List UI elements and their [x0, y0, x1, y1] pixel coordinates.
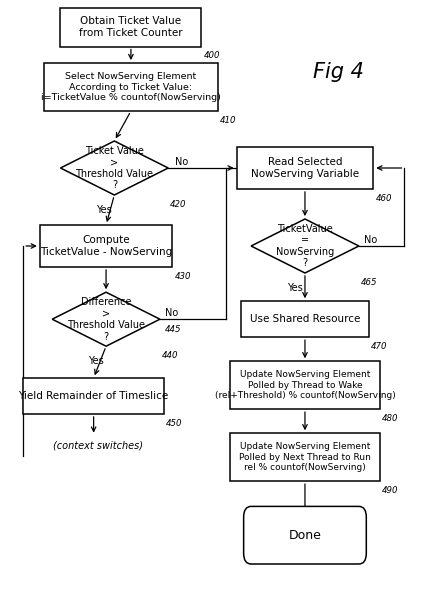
Text: Select NowServing Element
According to Ticket Value:
i=TicketValue % countof(Now: Select NowServing Element According to T…	[41, 72, 221, 102]
Text: No: No	[175, 157, 188, 167]
FancyBboxPatch shape	[23, 378, 164, 414]
FancyBboxPatch shape	[230, 361, 380, 409]
Text: Compute
TicketValue - NowServing: Compute TicketValue - NowServing	[40, 235, 172, 257]
Text: Obtain Ticket Value
from Ticket Counter: Obtain Ticket Value from Ticket Counter	[79, 16, 183, 38]
Text: Done: Done	[288, 529, 321, 542]
Text: Yes: Yes	[88, 356, 104, 366]
FancyBboxPatch shape	[230, 433, 380, 481]
Text: Update NowServing Element
Polled by Next Thread to Run
rel % countof(NowServing): Update NowServing Element Polled by Next…	[239, 442, 371, 472]
Text: Update NowServing Element
Polled by Thread to Wake
(rel+Threshold) % countof(Now: Update NowServing Element Polled by Thre…	[215, 370, 395, 400]
Text: Yes: Yes	[287, 283, 302, 293]
FancyBboxPatch shape	[61, 7, 201, 46]
Text: 445: 445	[165, 325, 181, 335]
Text: 400: 400	[203, 52, 220, 61]
Text: Difference
>
Threshold Value
?: Difference > Threshold Value ?	[67, 297, 145, 341]
FancyBboxPatch shape	[237, 147, 373, 189]
Text: TicketValue
=
NowServing
?: TicketValue = NowServing ?	[276, 224, 334, 268]
FancyBboxPatch shape	[244, 506, 366, 564]
FancyBboxPatch shape	[44, 63, 218, 111]
Polygon shape	[251, 219, 359, 273]
Text: Fig 4: Fig 4	[313, 62, 364, 82]
Text: Use Shared Resource: Use Shared Resource	[250, 314, 360, 324]
Text: No: No	[165, 308, 178, 318]
Text: (context switches): (context switches)	[53, 440, 143, 450]
Text: 430: 430	[174, 272, 191, 281]
Text: 440: 440	[162, 351, 179, 360]
Text: 490: 490	[381, 486, 398, 495]
Text: Yes: Yes	[96, 205, 112, 215]
Polygon shape	[61, 141, 168, 195]
Text: 410: 410	[220, 116, 237, 125]
Text: 480: 480	[381, 414, 398, 423]
Text: 450: 450	[166, 419, 183, 428]
Text: 460: 460	[376, 194, 392, 203]
Text: No: No	[364, 235, 377, 245]
FancyBboxPatch shape	[241, 301, 369, 337]
Text: Ticket Value
>
Threshold Value
?: Ticket Value > Threshold Value ?	[75, 146, 153, 190]
FancyBboxPatch shape	[40, 225, 172, 267]
Text: 470: 470	[371, 342, 388, 351]
Text: 420: 420	[170, 200, 187, 209]
Text: Yield Remainder of Timeslice: Yield Remainder of Timeslice	[19, 391, 169, 401]
Polygon shape	[52, 292, 160, 346]
Text: 465: 465	[361, 278, 377, 287]
Text: Read Selected
NowServing Variable: Read Selected NowServing Variable	[251, 157, 359, 179]
